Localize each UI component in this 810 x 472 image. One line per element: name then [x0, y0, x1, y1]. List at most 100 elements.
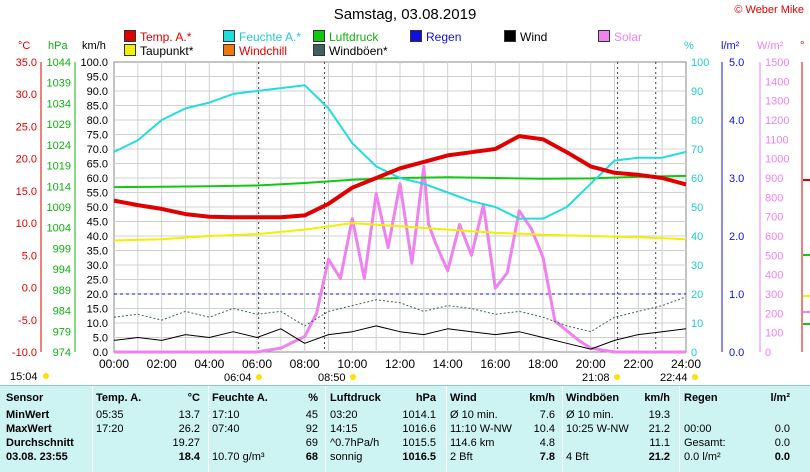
column-divider [325, 386, 326, 472]
time-tick: 22:00 [623, 357, 653, 371]
wind-note: 2 Bft [450, 451, 473, 463]
press-note: 03:20 [330, 409, 358, 421]
temp-value: 19.27 [172, 437, 200, 449]
wind-value: 4.8 [539, 437, 555, 449]
row-label: MinWert [6, 409, 50, 421]
header-press-unit: hPa [415, 392, 436, 404]
column-divider [92, 386, 93, 472]
time-tick: 24:00 [671, 357, 701, 371]
rain-tick: 1.0 [729, 289, 744, 301]
hum-tick: 50 [691, 202, 703, 214]
time-tick: 16:00 [480, 357, 510, 371]
series-tempa-line [113, 134, 687, 220]
wind-note: 114.6 km [450, 437, 495, 449]
hum-value: 68 [305, 451, 318, 463]
header-temp: Temp. A. [96, 392, 142, 404]
legend-label: Windchill [239, 44, 288, 58]
time-tick: 10:00 [337, 357, 367, 371]
rain-tick: 5.0 [729, 57, 744, 69]
temp-note: 05:35 [96, 409, 124, 421]
time-tick: 06:00 [242, 357, 272, 371]
rain-note: 00:00 [684, 423, 712, 435]
hum-tick: 80 [691, 115, 703, 127]
legend-swatch [223, 30, 235, 42]
time-tick: 00:00 [99, 357, 129, 371]
legend-swatch [313, 44, 325, 56]
wind-tick: 20.0 [87, 289, 108, 301]
wind-tick: 95.0 [87, 72, 108, 84]
header-rain-unit: l/m² [770, 392, 790, 404]
time-tick: 18:00 [528, 357, 558, 371]
solar-unit: W/m² [757, 40, 784, 52]
press-tick: 984 [53, 306, 71, 318]
temp-tick: 10.0 [16, 218, 37, 230]
summary-table: Sensor Temp. A. °C Feuchte A.% Luftdruck hPa W… [0, 385, 810, 472]
legend-swatch [598, 30, 610, 42]
hum-tick: 100 [691, 57, 709, 69]
solar-tick: 1000 [765, 154, 789, 166]
wind-tick: 90.0 [87, 86, 108, 98]
rain-tick: 3.0 [729, 173, 744, 185]
press-tick: 974 [53, 347, 71, 359]
rain-value: 0.0 [774, 437, 790, 449]
temp-tick: 15.0 [16, 186, 37, 198]
legend-label: Regen [426, 30, 462, 44]
sun-icon [614, 374, 620, 380]
wind-tick: 45.0 [87, 217, 108, 229]
temp-tick: -10.0 [12, 347, 37, 359]
press-tick: 979 [53, 326, 71, 338]
sun-time: 22:44 [660, 372, 688, 384]
press-value: 1016.6 [402, 423, 436, 435]
sun-time: 08:50 [318, 372, 346, 384]
legend-item: Windböen* [313, 44, 388, 58]
temp-value: 26.2 [178, 423, 200, 435]
solar-tick: 900 [765, 173, 783, 185]
header-gust: Windböen [566, 392, 620, 404]
solar-tick: 1400 [765, 76, 789, 88]
gust-value: 21.2 [648, 451, 670, 463]
legend-item: Regen [410, 30, 461, 44]
press-tick: 994 [53, 264, 71, 276]
wind-tick: 70.0 [87, 144, 108, 156]
hum-note: 17:10 [212, 409, 240, 421]
hum-note: 10.70 g/m³ [212, 451, 265, 463]
solar-tick: 200 [765, 308, 783, 320]
solar-tick: 800 [765, 192, 783, 204]
sun-time: 06:04 [224, 372, 252, 384]
press-tick: 1009 [47, 202, 71, 214]
press-tick: 1019 [47, 161, 71, 173]
press-tick: 1034 [47, 98, 71, 110]
legend-swatch [223, 44, 235, 56]
solar-tick: 600 [765, 231, 783, 243]
gust-value: 11.1 [649, 437, 670, 449]
header-hum-unit: % [308, 392, 318, 404]
solar-tick: 700 [765, 212, 783, 224]
solar-tick: 500 [765, 250, 783, 262]
legend-swatch [124, 44, 136, 56]
wind-tick: 55.0 [87, 188, 108, 200]
wind-note: 11:10 W-NW [450, 423, 512, 435]
column-divider [208, 386, 209, 472]
wind-tick: 25.0 [87, 275, 108, 287]
wind-tick: 10.0 [87, 318, 108, 330]
wind-tick: 100.0 [80, 57, 108, 69]
legend-label: Windböen* [329, 44, 388, 58]
temp-tick: 20.0 [16, 154, 37, 166]
gust-note: 4 Bft [566, 451, 589, 463]
legend-label: Wind [520, 30, 548, 44]
wind-tick: 65.0 [87, 159, 108, 171]
rain-value: 0.0 [774, 423, 790, 435]
press-value: 1015.5 [402, 437, 436, 449]
hum-unit: % [684, 40, 694, 52]
header-sensor: Sensor [6, 392, 44, 404]
gust-value: 21.2 [648, 423, 670, 435]
solar-tick: 1200 [765, 115, 789, 127]
wind-tick: 35.0 [87, 246, 108, 258]
legend-swatch [313, 30, 325, 42]
solar-tick: 1100 [765, 134, 789, 146]
time-tick: 14:00 [433, 357, 463, 371]
column-divider [446, 386, 447, 472]
hum-tick: 0 [691, 347, 697, 359]
hum-tick: 10 [691, 318, 703, 330]
legend-label: Taupunkt* [140, 44, 194, 58]
